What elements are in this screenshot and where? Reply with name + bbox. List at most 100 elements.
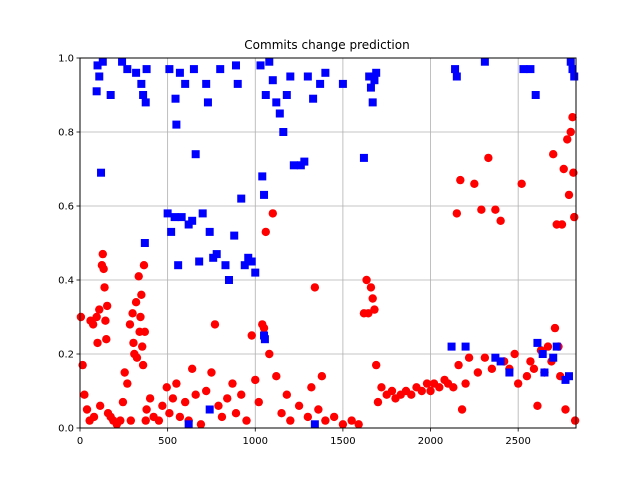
y-axis: 0.0 0.2 0.4 0.6 0.8 1.0 bbox=[58, 54, 80, 435]
data-point bbox=[118, 397, 128, 407]
data-point bbox=[533, 338, 542, 347]
data-point bbox=[231, 61, 240, 70]
data-point bbox=[99, 264, 108, 274]
data-point bbox=[258, 172, 267, 181]
data-point bbox=[82, 405, 92, 414]
data-point bbox=[172, 379, 181, 388]
data-point bbox=[254, 397, 263, 407]
data-point bbox=[136, 312, 145, 322]
data-point bbox=[139, 261, 149, 270]
data-point bbox=[260, 190, 269, 199]
data-point bbox=[95, 72, 104, 81]
data-point bbox=[196, 420, 206, 429]
data-point bbox=[387, 386, 397, 396]
data-point bbox=[165, 65, 174, 74]
y-tick-label: 0.2 bbox=[58, 350, 74, 361]
data-point bbox=[265, 57, 274, 66]
data-point bbox=[137, 290, 146, 299]
data-point bbox=[162, 383, 171, 392]
data-point bbox=[230, 231, 239, 240]
data-point bbox=[461, 342, 470, 351]
data-point bbox=[457, 405, 467, 414]
data-point bbox=[184, 420, 193, 429]
data-point bbox=[237, 194, 246, 203]
data-point bbox=[205, 405, 214, 414]
data-point bbox=[132, 353, 142, 362]
data-point bbox=[212, 250, 221, 259]
data-point bbox=[251, 268, 260, 277]
data-point bbox=[272, 98, 281, 107]
y-tick-label: 0.6 bbox=[58, 202, 74, 213]
data-point bbox=[484, 153, 493, 163]
data-point bbox=[171, 94, 180, 103]
data-point bbox=[282, 91, 291, 99]
data-point bbox=[570, 416, 580, 425]
data-point bbox=[286, 416, 295, 425]
data-point bbox=[417, 386, 426, 396]
data-point bbox=[317, 372, 327, 381]
data-point bbox=[533, 401, 542, 410]
data-point bbox=[126, 416, 136, 425]
data-point bbox=[480, 57, 489, 66]
data-point bbox=[106, 91, 115, 99]
data-point bbox=[177, 213, 186, 222]
data-point bbox=[123, 379, 132, 388]
data-point bbox=[224, 276, 233, 284]
data-point bbox=[303, 72, 312, 81]
data-point bbox=[158, 401, 167, 410]
data-point bbox=[163, 209, 172, 218]
data-point bbox=[145, 394, 155, 403]
data-point bbox=[259, 323, 269, 333]
data-point bbox=[207, 368, 216, 377]
data-point bbox=[569, 168, 578, 177]
data-point bbox=[517, 179, 526, 188]
data-point bbox=[377, 383, 386, 392]
data-point bbox=[175, 68, 184, 77]
data-point bbox=[95, 401, 105, 410]
data-point bbox=[496, 357, 505, 366]
data-point bbox=[513, 379, 523, 388]
data-point bbox=[505, 368, 514, 377]
data-point bbox=[368, 98, 377, 107]
data-point bbox=[100, 283, 109, 292]
data-point bbox=[538, 350, 547, 358]
data-point bbox=[496, 216, 505, 225]
series-square bbox=[92, 57, 579, 429]
data-point bbox=[228, 379, 237, 388]
data-point bbox=[454, 360, 463, 370]
data-point bbox=[321, 68, 330, 77]
data-point bbox=[202, 79, 211, 88]
data-point bbox=[407, 390, 416, 399]
data-point bbox=[338, 420, 348, 429]
data-point bbox=[365, 72, 374, 81]
data-point bbox=[314, 405, 323, 414]
data-point bbox=[172, 120, 181, 129]
data-point bbox=[78, 360, 87, 370]
data-point bbox=[131, 298, 141, 307]
data-point bbox=[181, 79, 190, 88]
data-point bbox=[470, 179, 479, 188]
data-point bbox=[522, 372, 532, 381]
data-point bbox=[89, 412, 99, 422]
data-point bbox=[260, 335, 269, 344]
plot-frame bbox=[79, 57, 577, 429]
data-point bbox=[167, 227, 176, 236]
data-point bbox=[223, 394, 232, 403]
data-point bbox=[214, 401, 223, 410]
data-point bbox=[268, 76, 277, 85]
data-point bbox=[526, 357, 535, 366]
x-tick-label: 2000 bbox=[418, 436, 443, 447]
data-point bbox=[529, 364, 539, 373]
data-point bbox=[142, 65, 151, 74]
data-point bbox=[435, 383, 444, 392]
data-point bbox=[170, 213, 179, 222]
data-point bbox=[141, 98, 150, 107]
data-point bbox=[464, 353, 474, 362]
data-point bbox=[491, 353, 500, 362]
data-point bbox=[563, 135, 572, 144]
data-point bbox=[372, 68, 381, 77]
data-point bbox=[93, 338, 102, 348]
data-point bbox=[272, 372, 281, 381]
data-point bbox=[426, 386, 435, 396]
data-point bbox=[261, 91, 270, 99]
